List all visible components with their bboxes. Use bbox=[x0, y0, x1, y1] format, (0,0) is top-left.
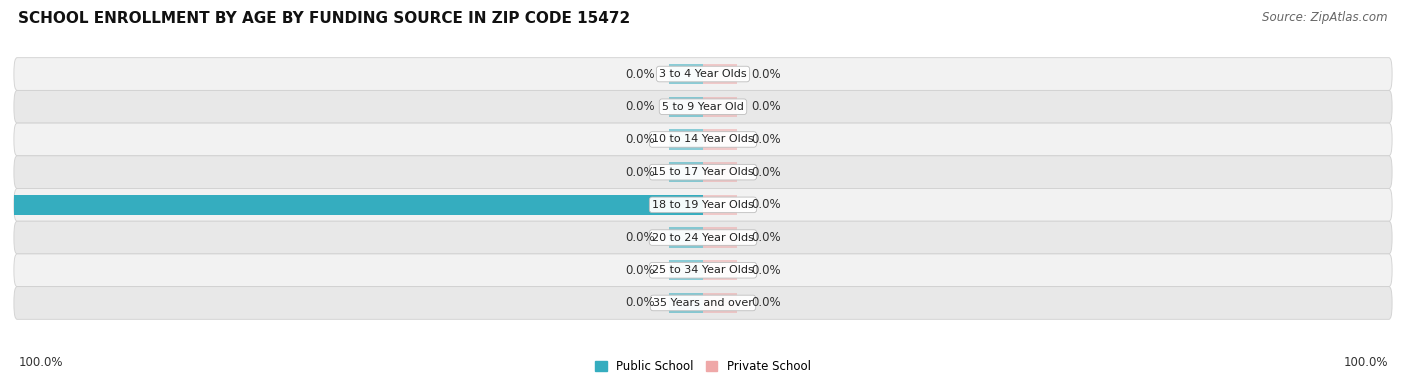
Text: 20 to 24 Year Olds: 20 to 24 Year Olds bbox=[652, 233, 754, 242]
Text: 35 Years and over: 35 Years and over bbox=[652, 298, 754, 308]
Bar bbox=[703, 195, 738, 215]
Text: Source: ZipAtlas.com: Source: ZipAtlas.com bbox=[1263, 11, 1388, 24]
Bar bbox=[703, 64, 738, 84]
Text: 18 to 19 Year Olds: 18 to 19 Year Olds bbox=[652, 200, 754, 210]
Text: 0.0%: 0.0% bbox=[751, 231, 780, 244]
FancyBboxPatch shape bbox=[14, 188, 1392, 221]
Text: 0.0%: 0.0% bbox=[626, 133, 655, 146]
Bar bbox=[669, 227, 703, 248]
Bar bbox=[669, 64, 703, 84]
Text: 0.0%: 0.0% bbox=[751, 133, 780, 146]
Text: 25 to 34 Year Olds: 25 to 34 Year Olds bbox=[652, 265, 754, 275]
FancyBboxPatch shape bbox=[14, 254, 1392, 287]
FancyBboxPatch shape bbox=[14, 221, 1392, 254]
Text: 100.0%: 100.0% bbox=[1343, 357, 1388, 369]
Bar bbox=[703, 293, 738, 313]
FancyBboxPatch shape bbox=[14, 123, 1392, 156]
Text: 0.0%: 0.0% bbox=[626, 296, 655, 310]
Bar bbox=[703, 162, 738, 182]
FancyBboxPatch shape bbox=[14, 287, 1392, 319]
Bar bbox=[703, 97, 738, 117]
Text: 0.0%: 0.0% bbox=[626, 264, 655, 277]
Text: 0.0%: 0.0% bbox=[751, 67, 780, 81]
Bar bbox=[703, 260, 738, 280]
FancyBboxPatch shape bbox=[14, 156, 1392, 188]
Text: 5 to 9 Year Old: 5 to 9 Year Old bbox=[662, 102, 744, 112]
Text: 0.0%: 0.0% bbox=[626, 166, 655, 179]
Text: 0.0%: 0.0% bbox=[751, 264, 780, 277]
Bar bbox=[14, 195, 703, 215]
Text: 0.0%: 0.0% bbox=[626, 67, 655, 81]
Bar bbox=[669, 293, 703, 313]
Bar bbox=[669, 129, 703, 150]
Text: SCHOOL ENROLLMENT BY AGE BY FUNDING SOURCE IN ZIP CODE 15472: SCHOOL ENROLLMENT BY AGE BY FUNDING SOUR… bbox=[18, 11, 630, 26]
Text: 10 to 14 Year Olds: 10 to 14 Year Olds bbox=[652, 135, 754, 144]
Bar bbox=[669, 97, 703, 117]
Bar bbox=[669, 260, 703, 280]
Legend: Public School, Private School: Public School, Private School bbox=[591, 356, 815, 377]
Bar bbox=[703, 129, 738, 150]
Text: 3 to 4 Year Olds: 3 to 4 Year Olds bbox=[659, 69, 747, 79]
Text: 0.0%: 0.0% bbox=[751, 166, 780, 179]
Text: 0.0%: 0.0% bbox=[751, 100, 780, 113]
Text: 0.0%: 0.0% bbox=[751, 198, 780, 211]
FancyBboxPatch shape bbox=[14, 90, 1392, 123]
Text: 15 to 17 Year Olds: 15 to 17 Year Olds bbox=[652, 167, 754, 177]
Bar bbox=[669, 162, 703, 182]
Text: 100.0%: 100.0% bbox=[18, 357, 63, 369]
Text: 0.0%: 0.0% bbox=[626, 231, 655, 244]
Text: 0.0%: 0.0% bbox=[626, 100, 655, 113]
FancyBboxPatch shape bbox=[14, 58, 1392, 90]
Text: 0.0%: 0.0% bbox=[751, 296, 780, 310]
Bar bbox=[703, 227, 738, 248]
